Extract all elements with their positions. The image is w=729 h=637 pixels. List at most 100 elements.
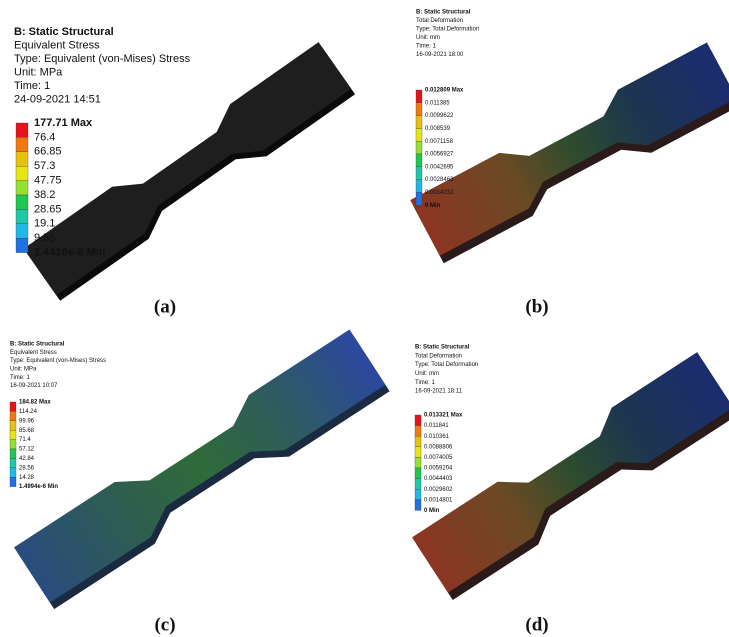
header-line: Equivalent Stress <box>10 350 57 356</box>
caption: (d) <box>525 614 548 635</box>
header-line: Type: Total Deformation <box>416 27 479 33</box>
legend-swatch <box>16 238 28 252</box>
legend-label: 0.010361 <box>424 434 450 440</box>
legend-swatch <box>10 468 16 477</box>
legend-label: 0.012809 Max <box>425 88 464 94</box>
legend-swatch <box>10 421 16 430</box>
legend-label: 0.0044403 <box>424 476 453 482</box>
header-line: Time: 1 <box>416 44 436 50</box>
legend-swatch <box>16 152 28 166</box>
legend-swatch <box>415 457 421 468</box>
legend-swatch <box>16 137 28 151</box>
legend-label: 66.85 <box>34 146 62 158</box>
header-line: Type: Total Deformation <box>415 362 478 368</box>
legend-label: 0.013321 Max <box>424 413 463 419</box>
legend-swatch <box>16 209 28 223</box>
legend-swatch <box>10 449 16 458</box>
legend-swatch <box>415 500 421 511</box>
legend-swatch <box>16 123 28 137</box>
legend-label: 0 Min <box>424 508 440 514</box>
header-line: Time: 1 <box>415 380 435 386</box>
legend-swatch <box>416 116 422 129</box>
header-line: 16-09-2021 18:00 <box>416 52 464 58</box>
specimen <box>14 329 390 609</box>
legend-label: 76.4 <box>34 131 55 143</box>
legend-label: 0.011385 <box>425 100 450 106</box>
legend-label: 0.0059204 <box>424 466 453 472</box>
legend-label: 114.24 <box>19 409 38 415</box>
legend-swatch <box>10 411 16 420</box>
legend-swatch <box>416 128 422 141</box>
legend-swatch <box>10 440 16 449</box>
header-line: B: Static Structural <box>10 342 65 348</box>
legend-swatch <box>416 180 422 193</box>
legend-swatch <box>415 489 421 500</box>
specimen <box>24 42 355 301</box>
legend-label: 0.0088806 <box>424 444 453 450</box>
legend-swatch <box>416 103 422 116</box>
header-line: 16-09-2021 18:11 <box>415 389 463 395</box>
legend-label: 0.0029602 <box>424 487 453 493</box>
legend-label: 9.55 <box>34 232 55 244</box>
legend-label: 0.0028463 <box>425 177 454 183</box>
header-line: Unit: mm <box>416 35 440 41</box>
legend-label: 0.0042695 <box>425 164 454 170</box>
legend-label: 71.4 <box>19 437 31 443</box>
legend-swatch <box>10 477 16 486</box>
header-line: Time: 1 <box>14 80 50 92</box>
legend-label: 47.75 <box>34 175 62 187</box>
legend-label: 14.28 <box>19 475 35 481</box>
legend-swatch <box>10 458 16 467</box>
legend-swatch <box>10 430 16 439</box>
header-line: Unit: MPa <box>14 66 63 78</box>
legend-label: 184.82 Max <box>19 400 51 406</box>
legend-swatch <box>416 192 422 205</box>
legend-swatch <box>416 154 422 167</box>
legend-label: 0.0099622 <box>425 113 454 119</box>
legend-label: 0.011841 <box>424 423 449 429</box>
legend-label: 28.65 <box>34 203 62 215</box>
legend-label: 42.84 <box>19 456 35 462</box>
legend-label: 0.0071158 <box>425 139 454 145</box>
header-line: 24-09-2021 14:51 <box>14 93 101 105</box>
legend-swatch <box>16 181 28 195</box>
legend-label: 0 Min <box>425 203 441 209</box>
figure: B: Static StructuralEquivalent StressTyp… <box>0 0 729 637</box>
legend-swatch <box>415 415 421 426</box>
header-line: 16-09-2021 10:07 <box>10 383 58 389</box>
header-line: B: Static Structural <box>14 26 114 38</box>
header-line: Type: Equivalent (von-Mises) Stress <box>10 358 106 364</box>
legend-swatch <box>16 224 28 238</box>
legend-swatch <box>16 195 28 209</box>
header-line: B: Static Structural <box>415 345 470 351</box>
header-line: Total Deformation <box>416 18 463 24</box>
legend-label: 0.0074005 <box>424 455 453 461</box>
caption: (b) <box>525 296 548 317</box>
legend-swatch <box>415 479 421 490</box>
legend-label: 57.3 <box>34 160 55 172</box>
legend-label: 99.96 <box>19 418 35 424</box>
header-line: Equivalent Stress <box>14 39 100 51</box>
legend-label: 1.4418e-6 Min <box>34 247 106 259</box>
legend-label: 85.68 <box>19 428 35 434</box>
legend-label: 38.2 <box>34 189 55 201</box>
legend-swatch <box>415 468 421 479</box>
legend-swatch <box>416 141 422 154</box>
header-line: Unit: MPa <box>10 366 37 372</box>
legend-swatch <box>16 166 28 180</box>
header-line: Time: 1 <box>10 375 30 381</box>
legend-swatch <box>10 402 16 411</box>
legend-label: 28.56 <box>19 465 35 471</box>
legend-swatch <box>416 167 422 180</box>
legend-label: 0.0014232 <box>425 190 454 196</box>
header-line: Type: Equivalent (von-Mises) Stress <box>14 53 191 65</box>
caption: (c) <box>154 614 175 635</box>
legend-label: 0.008539 <box>425 126 451 132</box>
legend-label: 0.0056927 <box>425 152 454 158</box>
header-line: B: Static Structural <box>416 10 471 16</box>
legend-label: 177.71 Max <box>34 117 93 129</box>
header-line: Unit: mm <box>415 371 439 377</box>
caption: (a) <box>154 296 176 317</box>
specimen <box>410 42 729 263</box>
legend-label: 1.4994e-6 Min <box>19 484 58 490</box>
